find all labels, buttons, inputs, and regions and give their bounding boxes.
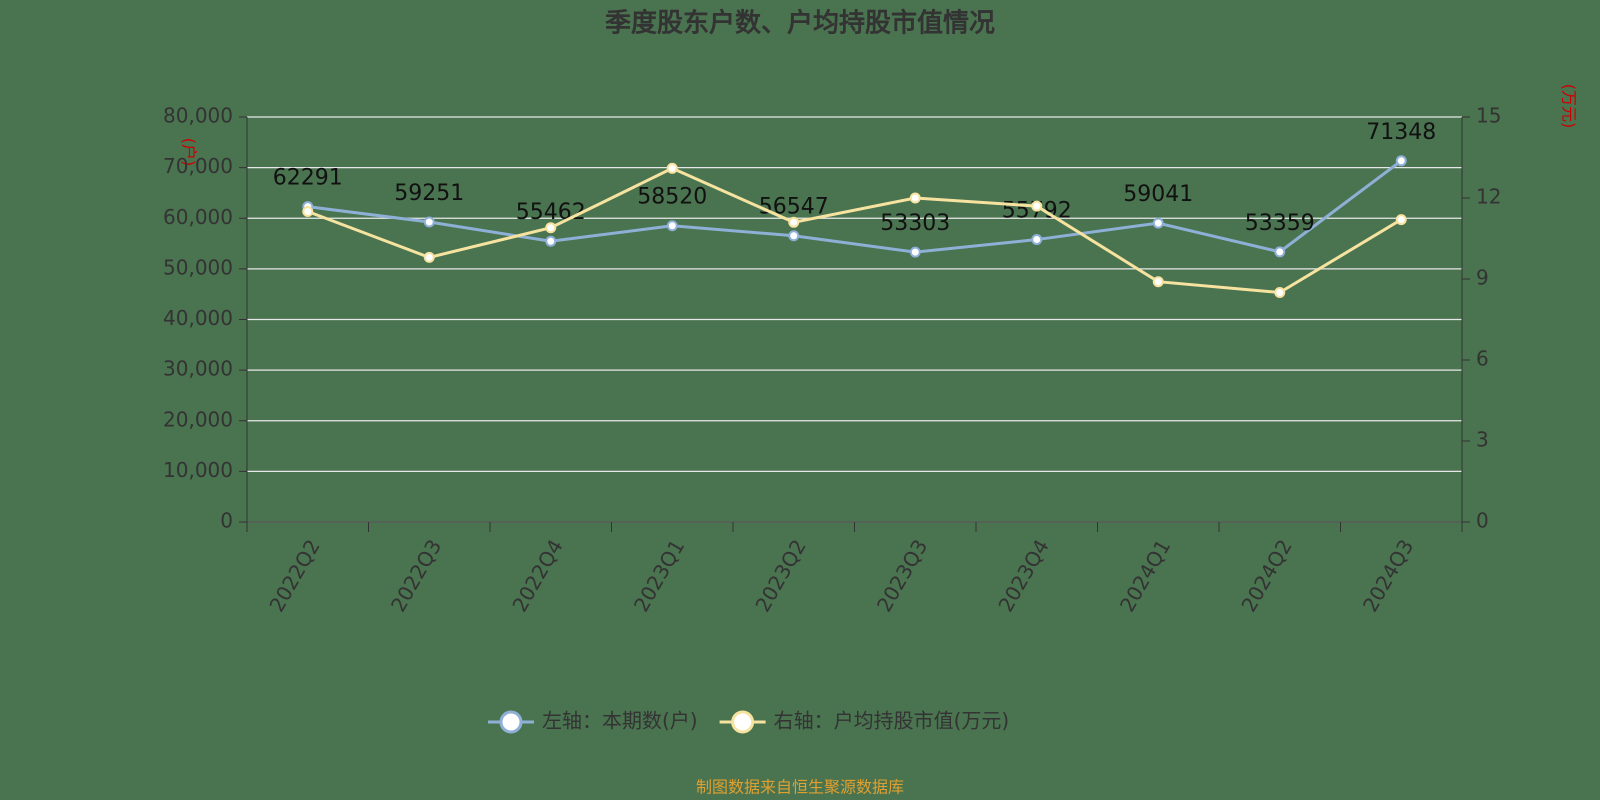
data-point <box>545 222 557 234</box>
data-label: 59251 <box>394 181 464 206</box>
data-point <box>1031 200 1043 212</box>
data-label: 56547 <box>759 195 829 220</box>
data-point <box>1274 246 1286 258</box>
data-label: 58520 <box>637 185 707 210</box>
data-point <box>788 230 800 242</box>
data-point <box>423 251 435 263</box>
legend-label: 左轴：本期数(户) <box>542 709 698 733</box>
y-axis-label: (户) <box>180 138 199 167</box>
y-tick-label: 40,000 <box>163 306 233 330</box>
data-point <box>788 216 800 228</box>
y-tick-label: 30,000 <box>163 357 233 381</box>
series-line <box>307 166 1403 295</box>
y-tick-label: 80,000 <box>163 104 233 128</box>
y-tick-label: 60,000 <box>163 205 233 229</box>
y-tick-label: 20,000 <box>163 407 233 431</box>
data-point <box>1395 214 1407 226</box>
data-point <box>909 246 921 258</box>
data-point <box>909 192 921 204</box>
series-line <box>307 159 1403 254</box>
y-tick-label: 10,000 <box>163 458 233 482</box>
y2-tick-label: 12 <box>1476 185 1501 209</box>
data-point <box>423 216 435 228</box>
y2-tick-label: 6 <box>1476 347 1489 371</box>
chart-title: 季度股东户数、户均持股市值情况 <box>605 8 995 39</box>
legend: 左轴：本期数(户) 右轴：户均持股市值(万元) <box>488 709 1010 734</box>
data-point <box>302 206 314 217</box>
data-label: 71348 <box>1366 120 1436 145</box>
data-label: 55462 <box>516 200 586 225</box>
data-point <box>1395 155 1407 167</box>
legend-marker <box>499 710 523 734</box>
data-point <box>1031 234 1043 246</box>
y2-axis-label: (万元) <box>1560 84 1579 129</box>
y-tick-label: 0 <box>220 509 233 533</box>
legend-label: 右轴：户均持股市值(万元) <box>774 709 1010 733</box>
legend-marker <box>731 710 755 734</box>
data-label: 59041 <box>1123 182 1193 207</box>
y2-tick-label: 0 <box>1476 509 1489 533</box>
data-label: 62291 <box>273 166 343 191</box>
source-note: 制图数据来自恒生聚源数据库 <box>696 778 904 797</box>
data-label: 53303 <box>880 211 950 236</box>
y2-tick-label: 15 <box>1476 104 1501 128</box>
data-point <box>545 235 557 247</box>
data-point <box>1152 217 1164 229</box>
data-label: 53359 <box>1245 211 1315 236</box>
y-tick-label: 70,000 <box>163 154 233 178</box>
data-point <box>666 220 678 232</box>
y2-tick-label: 9 <box>1476 266 1489 290</box>
y-tick-label: 50,000 <box>163 255 233 279</box>
y2-tick-label: 3 <box>1476 428 1489 452</box>
data-point <box>1274 287 1286 298</box>
data-point <box>666 162 678 174</box>
data-point <box>1152 276 1164 288</box>
